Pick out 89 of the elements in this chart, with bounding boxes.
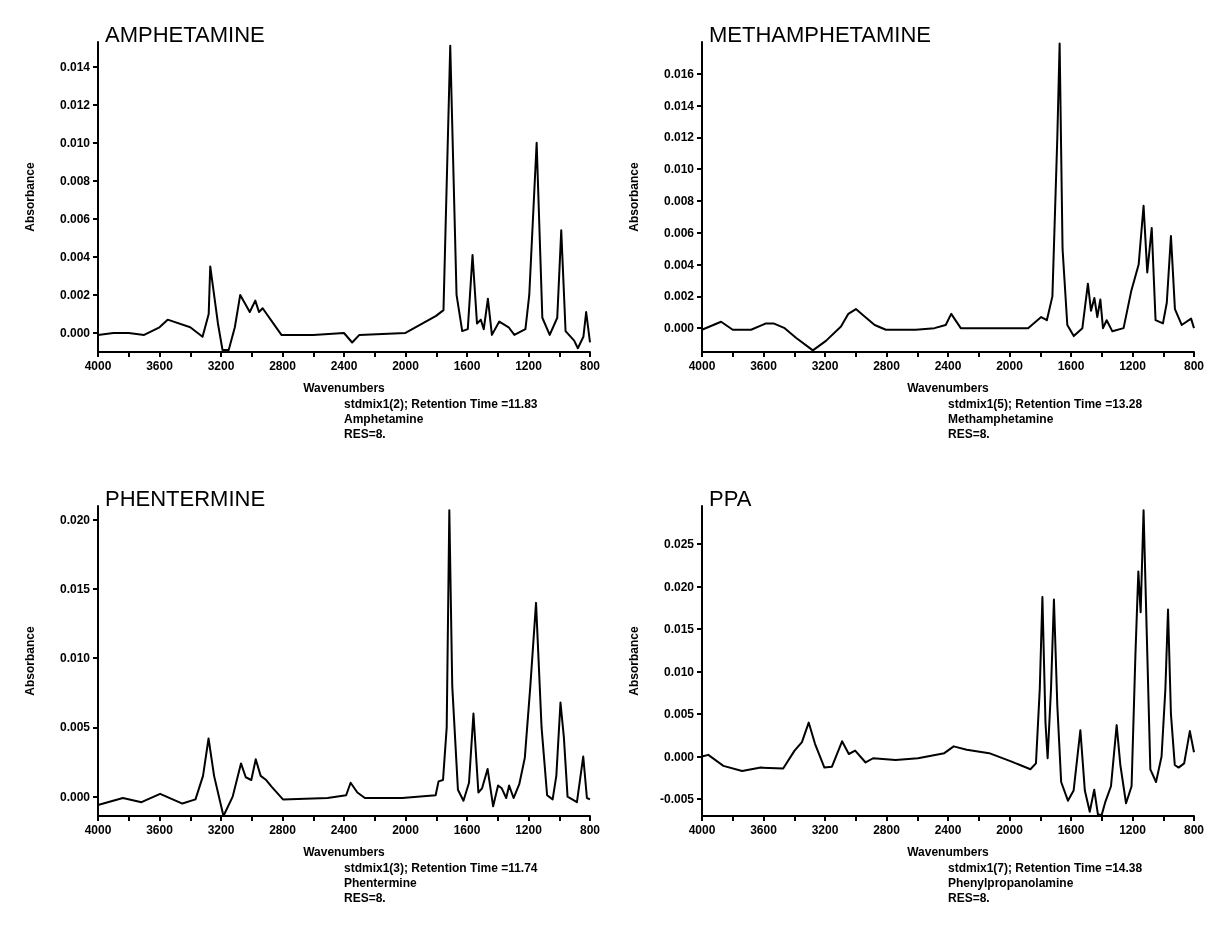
x-tick-label: 2000 — [392, 823, 420, 837]
y-tick-label: 0.008 — [663, 193, 695, 208]
x-tick-label: 4000 — [688, 359, 716, 373]
y-tick-label: 0.015 — [663, 622, 695, 637]
y-tick-label: 0.004 — [663, 257, 695, 272]
x-tick-label: 800 — [579, 823, 601, 837]
y-tick-label: 0.004 — [59, 249, 91, 264]
y-tick-label: 0.010 — [59, 651, 91, 666]
x-tick-label: 800 — [579, 359, 601, 373]
y-tick-label: 0.010 — [663, 664, 695, 679]
x-tick-label: 1600 — [1057, 359, 1085, 373]
y-tick-label: 0.012 — [59, 97, 91, 112]
text: Methamphetamine — [948, 412, 1054, 426]
y-tick-label: 0.025 — [663, 537, 695, 552]
y-tick-label: 0.002 — [663, 289, 695, 304]
x-tick-label: 2400 — [330, 359, 358, 373]
x-tick-label: 4000 — [84, 823, 112, 837]
x-axis-title: Wavenumbers — [907, 381, 990, 395]
x-tick-label: 3600 — [750, 823, 778, 837]
text: stdmix1(5); Retention Time =13.28 — [947, 397, 1143, 411]
x-tick-label: 4000 — [688, 823, 716, 837]
text: stdmix1(7); Retention Time =14.38 — [947, 861, 1143, 875]
chart-title: METHAMPHETAMINE — [709, 21, 932, 47]
text: stdmix1(2); Retention Time =11.83 — [344, 397, 538, 411]
x-axis-title: Wavenumbers — [907, 845, 990, 859]
y-tick-label: 0.010 — [663, 162, 695, 177]
x-tick-label: 3600 — [146, 359, 174, 373]
x-tick-label: 3200 — [207, 823, 235, 837]
y-tick-label: 0.020 — [59, 512, 91, 527]
chart-title: AMPHETAMINE — [105, 21, 265, 47]
x-tick-label: 2400 — [330, 823, 358, 837]
y-tick-label: 0.005 — [59, 720, 91, 735]
y-tick-label: 0.014 — [59, 59, 91, 74]
y-tick-label: 0.000 — [663, 749, 695, 764]
x-tick-label: 2000 — [392, 359, 420, 373]
x-tick-label: 2400 — [934, 823, 962, 837]
x-tick-label: 3200 — [811, 359, 839, 373]
x-tick-label: 1600 — [453, 823, 481, 837]
y-axis-title: Absorbance — [23, 626, 37, 696]
y-tick-label: 0.000 — [59, 325, 91, 340]
chart-title: PHENTERMINE — [105, 485, 266, 511]
x-axis-title: Wavenumbers — [303, 845, 386, 859]
text: Amphetamine — [343, 412, 424, 426]
text: RES=8. — [947, 891, 990, 905]
y-axis-title: Absorbance — [23, 162, 37, 232]
x-tick-label: 3200 — [207, 359, 235, 373]
y-tick-label: 0.006 — [59, 211, 91, 226]
x-tick-label: 1200 — [515, 359, 543, 373]
x-tick-label: 2800 — [873, 359, 901, 373]
x-tick-label: 2800 — [269, 823, 297, 837]
chart-title: PPA — [709, 485, 752, 511]
y-axis-title: Absorbance — [627, 626, 641, 696]
y-tick-label: -0.005 — [659, 792, 695, 807]
x-tick-label: 2000 — [996, 823, 1024, 837]
y-tick-label: 0.014 — [663, 98, 695, 113]
x-tick-label: 2800 — [269, 359, 297, 373]
x-tick-label: 1600 — [453, 359, 481, 373]
x-axis-title: Wavenumbers — [303, 381, 386, 395]
x-tick-label: 1200 — [515, 823, 543, 837]
y-tick-label: 0.016 — [663, 66, 695, 81]
x-tick-label: 2800 — [873, 823, 901, 837]
y-tick-label: 0.015 — [59, 582, 91, 597]
x-tick-label: 2400 — [934, 359, 962, 373]
y-tick-label: 0.002 — [59, 287, 91, 302]
y-axis-title: Absorbance — [627, 162, 641, 232]
y-tick-label: 0.005 — [663, 707, 695, 722]
x-tick-label: 1200 — [1119, 359, 1147, 373]
x-tick-label: 3200 — [811, 823, 839, 837]
x-tick-label: 800 — [1183, 823, 1205, 837]
y-tick-label: 0.000 — [59, 789, 91, 804]
text: stdmix1(3); Retention Time =11.74 — [344, 861, 538, 875]
x-tick-label: 800 — [1183, 359, 1205, 373]
text: Phenylpropanolamine — [948, 876, 1074, 890]
y-tick-label: 0.020 — [663, 579, 695, 594]
text: RES=8. — [947, 427, 990, 441]
text: Phentermine — [344, 876, 418, 890]
text: RES=8. — [343, 891, 386, 905]
x-tick-label: 3600 — [146, 823, 174, 837]
y-tick-label: 0.010 — [59, 135, 91, 150]
x-tick-label: 3600 — [750, 359, 778, 373]
x-tick-label: 1600 — [1057, 823, 1085, 837]
x-tick-label: 1200 — [1119, 823, 1147, 837]
x-tick-label: 2000 — [996, 359, 1024, 373]
text: RES=8. — [343, 427, 386, 441]
y-tick-label: 0.006 — [663, 225, 695, 240]
y-tick-label: 0.008 — [59, 173, 91, 188]
y-tick-label: 0.012 — [663, 130, 695, 145]
y-tick-label: 0.000 — [663, 321, 695, 336]
x-tick-label: 4000 — [84, 359, 112, 373]
